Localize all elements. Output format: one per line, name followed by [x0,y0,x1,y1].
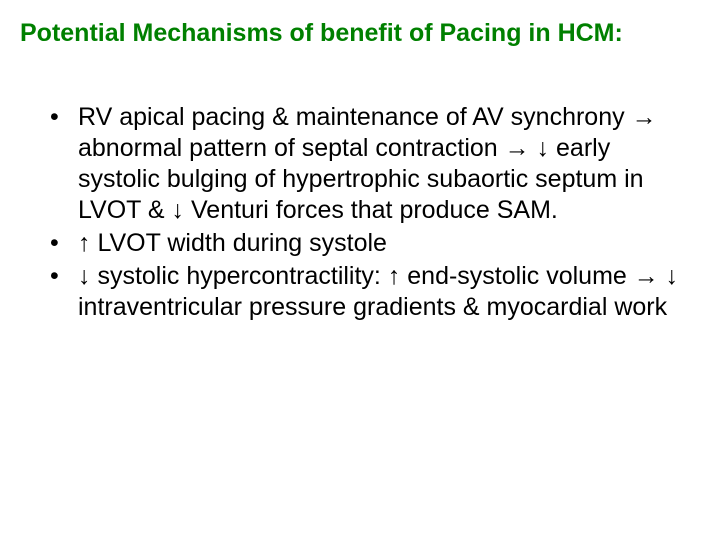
list-item: ↑ LVOT width during systole [50,228,690,259]
list-item: ↓ systolic hypercontractility: ↑ end-sys… [50,261,690,323]
list-item: RV apical pacing & maintenance of AV syn… [50,102,690,226]
bullet-list: RV apical pacing & maintenance of AV syn… [20,102,700,323]
slide-title: Potential Mechanisms of benefit of Pacin… [20,18,700,48]
slide-container: Potential Mechanisms of benefit of Pacin… [0,0,720,540]
